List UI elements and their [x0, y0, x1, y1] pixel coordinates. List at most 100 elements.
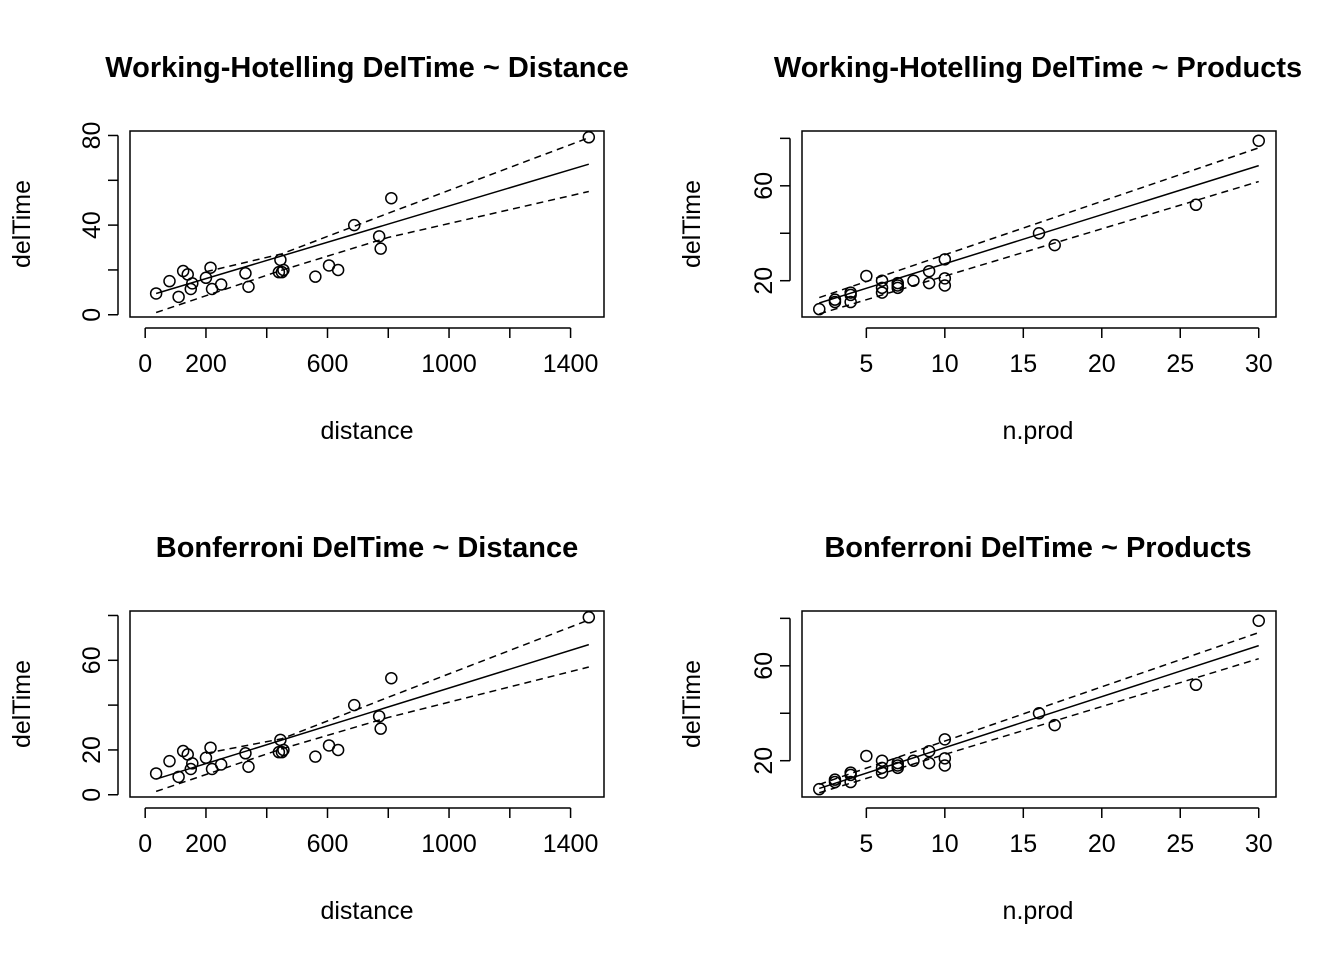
- x-tick-label: 1000: [421, 830, 477, 858]
- plot-area: [149, 611, 596, 793]
- data-point: [1189, 678, 1203, 692]
- lower-band-line: [155, 666, 589, 793]
- data-point: [309, 750, 322, 763]
- data-point: [938, 733, 952, 746]
- data-point: [204, 261, 217, 274]
- data-point: [907, 274, 920, 287]
- x-tick-label: 20: [1088, 830, 1116, 858]
- data-point: [374, 722, 387, 735]
- x-tick-label: 15: [1009, 830, 1037, 858]
- data-point: [372, 230, 386, 243]
- y-axis-title: delTime: [8, 660, 36, 748]
- x-tick-label: 0: [138, 830, 152, 858]
- data-point: [891, 281, 904, 295]
- x-tick-label: 25: [1166, 350, 1194, 378]
- data-point: [214, 758, 228, 771]
- upper-band-line: [205, 619, 590, 755]
- panel-title: Bonferroni DelTime ~ Distance: [156, 532, 579, 564]
- data-point: [331, 263, 345, 277]
- data-point: [186, 277, 199, 290]
- y-tick-label: 80: [78, 122, 106, 150]
- x-tick-label: 10: [931, 830, 959, 858]
- regression-line: [155, 643, 590, 780]
- panel-title: Working-Hotelling DelTime ~ Products: [774, 52, 1302, 84]
- x-tick-label: 1400: [543, 350, 599, 378]
- y-tick-label: 0: [78, 788, 106, 802]
- data-point: [184, 762, 198, 776]
- data-point: [938, 253, 952, 266]
- plot-area: [149, 131, 596, 314]
- data-point: [875, 274, 889, 287]
- data-point: [331, 743, 345, 757]
- data-point: [184, 282, 198, 296]
- data-point: [582, 611, 596, 624]
- x-tick-label: 30: [1245, 830, 1273, 858]
- plot-frame: [801, 130, 1277, 318]
- data-point: [309, 270, 322, 283]
- data-point: [844, 766, 857, 779]
- data-point: [938, 759, 952, 772]
- y-axis-title: delTime: [678, 180, 706, 268]
- data-point: [372, 710, 386, 723]
- data-point: [149, 767, 163, 780]
- data-point: [922, 744, 936, 758]
- y-axis-title: delTime: [678, 660, 706, 748]
- upper-band-line: [819, 147, 1259, 299]
- data-point: [582, 131, 596, 144]
- data-point: [385, 191, 398, 205]
- data-point: [1032, 227, 1046, 240]
- x-tick-label: 600: [307, 350, 349, 378]
- data-point: [938, 272, 952, 285]
- data-point: [149, 287, 163, 300]
- data-point: [860, 749, 873, 763]
- data-point: [922, 756, 936, 770]
- data-point: [891, 276, 904, 290]
- data-point: [875, 766, 889, 779]
- x-tick-label: 10: [931, 350, 959, 378]
- x-tick-label: 5: [859, 350, 873, 378]
- x-tick-label: 15: [1009, 350, 1037, 378]
- plot-frame: [129, 130, 605, 318]
- x-tick-label: 30: [1245, 350, 1273, 378]
- lower-band-line: [155, 190, 589, 314]
- data-point: [891, 761, 904, 775]
- data-point: [844, 295, 857, 309]
- data-point: [163, 754, 176, 768]
- data-point: [275, 265, 289, 279]
- panel-2: Working-Hotelling DelTime ~ Products n.p…: [678, 52, 1302, 445]
- data-point: [828, 293, 842, 306]
- plot-frame: [801, 610, 1277, 798]
- plot-area: [813, 134, 1265, 316]
- data-point: [813, 782, 826, 796]
- y-tick-label: 20: [78, 736, 106, 764]
- y-tick-label: 20: [750, 747, 778, 775]
- data-point: [239, 267, 252, 280]
- data-point: [938, 752, 952, 765]
- y-tick-label: 60: [750, 652, 778, 680]
- plot-area: [813, 614, 1265, 796]
- data-point: [860, 269, 873, 283]
- y-axis-title: delTime: [8, 180, 36, 268]
- y-tick-label: 60: [78, 646, 106, 674]
- data-point: [374, 242, 387, 255]
- x-tick-label: 0: [138, 350, 152, 378]
- x-axis-title: distance: [320, 417, 413, 445]
- y-tick-label: 40: [78, 211, 106, 239]
- data-point: [277, 263, 290, 277]
- panel-3: Bonferroni DelTime ~ Distance distance d…: [8, 532, 605, 925]
- data-point: [1048, 238, 1061, 252]
- data-point: [875, 286, 889, 299]
- x-tick-label: 200: [185, 830, 227, 858]
- data-point: [1048, 718, 1061, 732]
- data-point: [172, 290, 185, 304]
- data-point: [214, 278, 228, 291]
- panel-1: Working-Hotelling DelTime ~ Distance dis…: [8, 52, 629, 445]
- data-point: [875, 761, 889, 775]
- data-point: [813, 302, 826, 316]
- data-point: [186, 757, 199, 770]
- data-point: [1252, 134, 1265, 147]
- x-tick-label: 1000: [421, 350, 477, 378]
- data-point: [347, 698, 361, 712]
- y-tick-label: 60: [750, 172, 778, 200]
